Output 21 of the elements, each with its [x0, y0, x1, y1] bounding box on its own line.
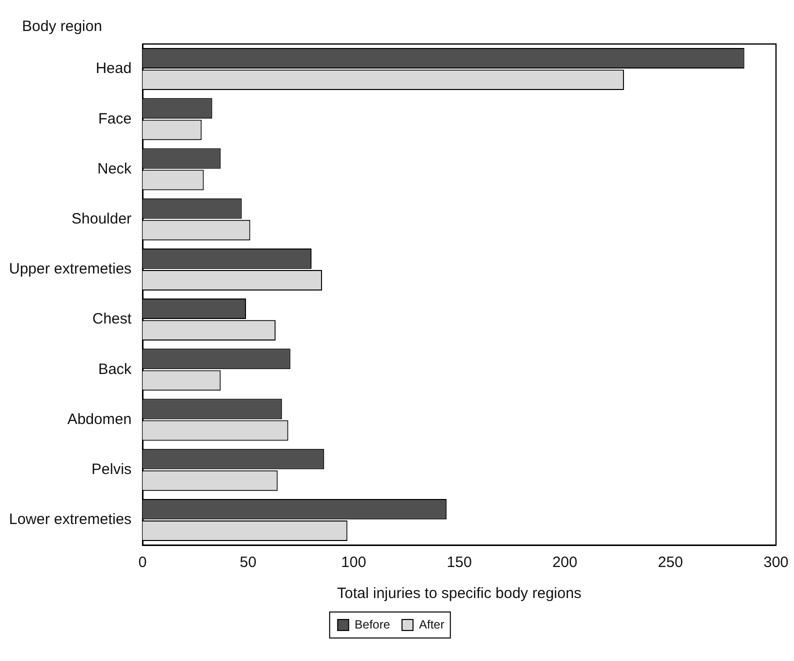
y-tick-label: Shoulder — [72, 210, 132, 228]
x-tick-label: 0 — [138, 554, 147, 572]
y-tick-label: Face — [98, 110, 132, 128]
x-tick-label: 300 — [763, 554, 789, 572]
y-tick-label: Lower extremeties — [8, 511, 132, 528]
y-tick-label: Head — [96, 60, 132, 78]
y-tick-label: Chest — [92, 310, 132, 328]
x-tick-label: 200 — [552, 554, 578, 572]
y-tick-label: Back — [98, 360, 132, 378]
y-axis-title: Body region — [22, 18, 102, 35]
x-tick-label: 50 — [240, 554, 256, 572]
y-tick-label: Pelvis — [92, 460, 132, 478]
legend-label: Before — [354, 617, 390, 632]
y-tick-label: Upper extremeties — [8, 260, 132, 278]
x-tick-label: 100 — [341, 554, 366, 572]
x-axis-title: Total injuries to specific body regions — [337, 585, 582, 602]
legend-label: After — [419, 617, 444, 632]
x-tick-label: 250 — [658, 554, 683, 572]
x-tick-label: 150 — [446, 554, 472, 572]
y-tick-label: Abdomen — [67, 410, 132, 428]
y-tick-label: Neck — [97, 160, 132, 178]
